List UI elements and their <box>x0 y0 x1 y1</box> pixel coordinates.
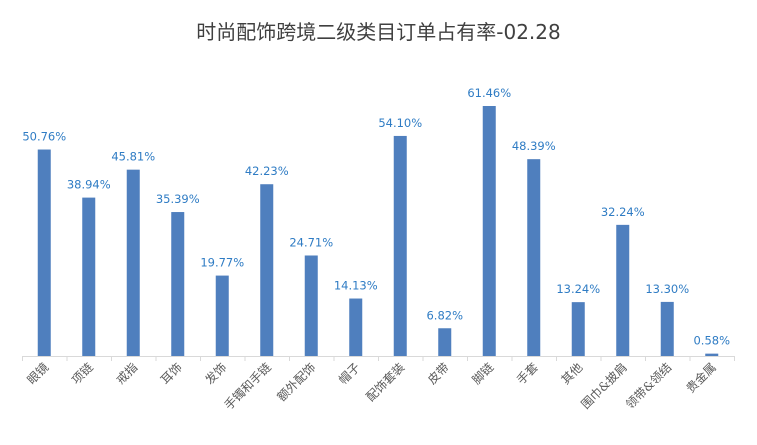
data-label: 24.71% <box>289 235 333 249</box>
bar <box>438 328 452 356</box>
x-tick-label: 发饰 <box>202 360 230 388</box>
x-tick-label: 戒指 <box>113 360 141 388</box>
x-tick-label: 帽子 <box>335 360 363 388</box>
bar <box>660 301 674 356</box>
bar <box>37 149 51 356</box>
x-tick-label: 领带&领结 <box>623 360 674 411</box>
x-tick-label: 额外配饰 <box>275 360 319 404</box>
x-tick-label: 眼镜 <box>24 360 52 388</box>
bar <box>349 298 363 356</box>
bar <box>571 302 585 356</box>
x-tick-label: 其他 <box>558 360 585 387</box>
bar <box>705 353 719 356</box>
x-tick-label: 围巾&披肩 <box>578 360 630 412</box>
x-tick-label: 贵金属 <box>683 360 719 396</box>
x-tick-label: 手镯和手链 <box>221 360 274 413</box>
bar <box>260 184 274 356</box>
data-label: 35.39% <box>156 192 200 206</box>
bar <box>215 275 229 356</box>
data-label: 42.23% <box>245 164 289 178</box>
data-label: 50.76% <box>22 130 66 144</box>
x-tick-label: 脚链 <box>469 360 497 388</box>
data-label: 54.10% <box>378 116 422 130</box>
chart-title: 时尚配饰跨境二级类目订单占有率-02.28 <box>196 20 561 44</box>
bar <box>82 197 96 356</box>
data-label: 13.30% <box>645 282 689 296</box>
data-label: 13.24% <box>556 282 600 296</box>
x-tick-label: 项链 <box>68 360 96 388</box>
data-label: 61.46% <box>467 86 511 100</box>
x-tick-label: 耳饰 <box>158 360 185 387</box>
data-label: 38.94% <box>67 178 111 192</box>
data-label: 19.77% <box>200 256 244 270</box>
bar <box>482 106 496 356</box>
x-tick-label: 手套 <box>514 360 541 387</box>
data-label: 48.39% <box>512 139 556 153</box>
data-label: 32.24% <box>601 205 645 219</box>
data-label: 14.13% <box>334 279 378 293</box>
bar <box>171 212 185 356</box>
data-label: 0.58% <box>693 334 730 348</box>
bar <box>527 159 541 356</box>
bar <box>304 255 318 356</box>
bar <box>616 224 630 356</box>
x-tick-label: 皮带 <box>425 360 452 387</box>
bar <box>393 135 407 356</box>
data-label: 6.82% <box>426 308 463 322</box>
bar <box>126 169 140 356</box>
data-label: 45.81% <box>111 150 155 164</box>
x-tick-label: 配饰套装 <box>364 360 408 404</box>
